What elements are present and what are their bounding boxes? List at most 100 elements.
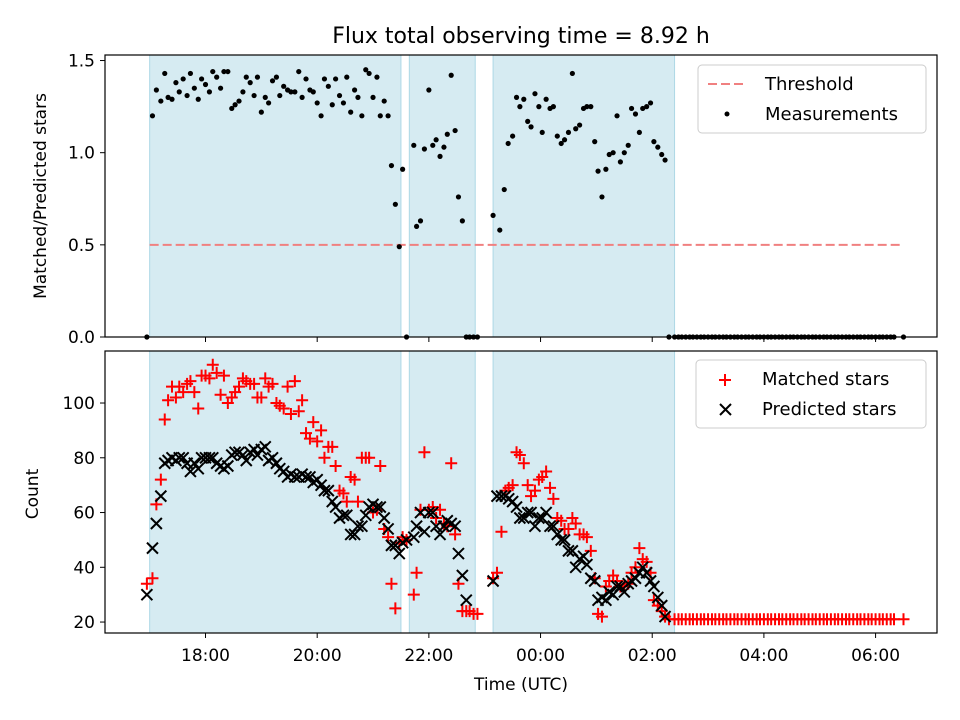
- matched-stars-point: [555, 514, 568, 527]
- bottom-x-tick-label: 20:00: [293, 646, 342, 666]
- predicted-stars-point: [266, 451, 279, 464]
- top-shaded-interval: [408, 54, 476, 338]
- measurement-point: [370, 94, 376, 100]
- measurement-point: [617, 159, 623, 165]
- measurement-point: [303, 76, 309, 82]
- predicted-stars-point: [610, 580, 624, 593]
- matched-stars-point: [233, 380, 246, 393]
- matched-stars-point: [192, 402, 205, 415]
- measurement-point: [510, 133, 516, 139]
- bottom-y-tick-label: 60: [73, 504, 95, 524]
- predicted-stars-point: [521, 506, 534, 519]
- matched-stars-point: [184, 375, 197, 388]
- predicted-stars-point: [495, 489, 508, 503]
- measurement-point: [165, 94, 171, 100]
- measurement-point: [577, 122, 583, 128]
- measurement-point: [606, 151, 612, 158]
- matched-stars-point: [340, 495, 353, 508]
- matched-stars-point: [407, 588, 420, 601]
- measurement-point: [599, 194, 605, 200]
- predicted-stars-point: [558, 533, 571, 547]
- measurement-point: [396, 244, 402, 250]
- measurement-point: [517, 104, 523, 110]
- matched-stars-point: [513, 449, 526, 462]
- matched-stars-point: [374, 459, 387, 472]
- top-y-axis-label: Matched/Predicted stars: [31, 93, 51, 299]
- measurement-point: [437, 153, 443, 159]
- measurement-point: [355, 94, 361, 100]
- predicted-stars-point: [460, 593, 473, 607]
- predicted-stars-point: [188, 457, 201, 470]
- measurement-point: [240, 89, 246, 95]
- predicted-stars-point: [140, 588, 154, 601]
- matched-stars-point: [203, 372, 216, 385]
- legend-predicted-label: Predicted stars: [762, 399, 896, 420]
- predicted-stars-point: [310, 473, 324, 486]
- predicted-stars-point: [340, 509, 353, 522]
- matched-stars-point: [544, 481, 557, 494]
- predicted-stars-point: [486, 574, 500, 588]
- measurement-point: [314, 100, 320, 106]
- measurement-point: [444, 131, 450, 137]
- predicted-stars-point: [240, 454, 253, 467]
- measurement-point: [273, 74, 280, 80]
- measurement-point: [310, 89, 316, 95]
- measurement-point: [662, 157, 668, 163]
- measurement-point: [569, 70, 575, 77]
- predicted-stars-point: [221, 459, 235, 473]
- measurement-point: [318, 113, 324, 119]
- measurement-point: [385, 113, 391, 119]
- bottom-x-tick-label: 04:00: [739, 646, 788, 666]
- measurement-point: [621, 150, 627, 156]
- measurement-point: [377, 113, 383, 119]
- measurement-point: [195, 96, 201, 102]
- predicted-stars-point: [176, 451, 190, 464]
- legend-matched-label: Matched stars: [762, 369, 889, 390]
- measurement-point: [584, 104, 590, 110]
- legend-matched-swatch: [719, 374, 731, 386]
- bottom-shaded-interval: [408, 350, 476, 634]
- measurement-point: [421, 146, 427, 152]
- measurement-point: [169, 96, 175, 102]
- matched-stars-point: [281, 380, 294, 393]
- matched-stars-point: [329, 459, 342, 472]
- measurement-point: [299, 94, 305, 100]
- bottom-y-ticks: 20 40 60 80 100: [63, 394, 105, 633]
- measurement-point: [573, 126, 579, 132]
- predicted-stars-point: [614, 580, 627, 593]
- predicted-stars-point: [314, 478, 328, 492]
- bottom-panel: 20 40 60 80 100 18:00 20:00 22:00 00:00 02:00 04:…: [23, 350, 938, 695]
- measurement-point: [625, 142, 631, 148]
- matched-stars-point: [337, 487, 350, 500]
- bottom-x-tick-label: 06:00: [851, 646, 900, 666]
- measurement-point: [333, 76, 339, 82]
- predicted-stars-point: [377, 511, 391, 525]
- predicted-stars-point: [636, 561, 649, 574]
- matched-stars-point: [506, 479, 519, 492]
- predicted-stars-point: [437, 520, 451, 533]
- measurement-point: [258, 109, 264, 115]
- top-legend: Threshold Measurements: [697, 64, 927, 134]
- predicted-stars-point: [422, 506, 436, 519]
- measurement-point: [266, 100, 272, 106]
- measurement-point: [251, 92, 257, 99]
- predicted-stars-point: [562, 544, 575, 558]
- measurement-point: [490, 212, 496, 218]
- predicted-stars-point: [517, 511, 530, 525]
- matched-stars-point: [206, 358, 219, 371]
- predicted-stars-point: [393, 547, 406, 560]
- matched-stars-point: [385, 577, 398, 590]
- measurement-point: [277, 92, 283, 99]
- predicted-stars-point: [640, 566, 653, 579]
- predicted-stars-point: [456, 569, 469, 582]
- measurement-point: [325, 83, 331, 89]
- predicted-stars-point: [539, 506, 553, 519]
- predicted-stars-point: [299, 470, 313, 484]
- top-legend-box: [697, 64, 927, 134]
- measurement-point: [655, 144, 661, 150]
- predicted-stars-point: [322, 484, 335, 497]
- predicted-stars-point: [351, 520, 365, 533]
- matched-stars-point: [154, 473, 167, 486]
- measurement-point: [588, 104, 594, 110]
